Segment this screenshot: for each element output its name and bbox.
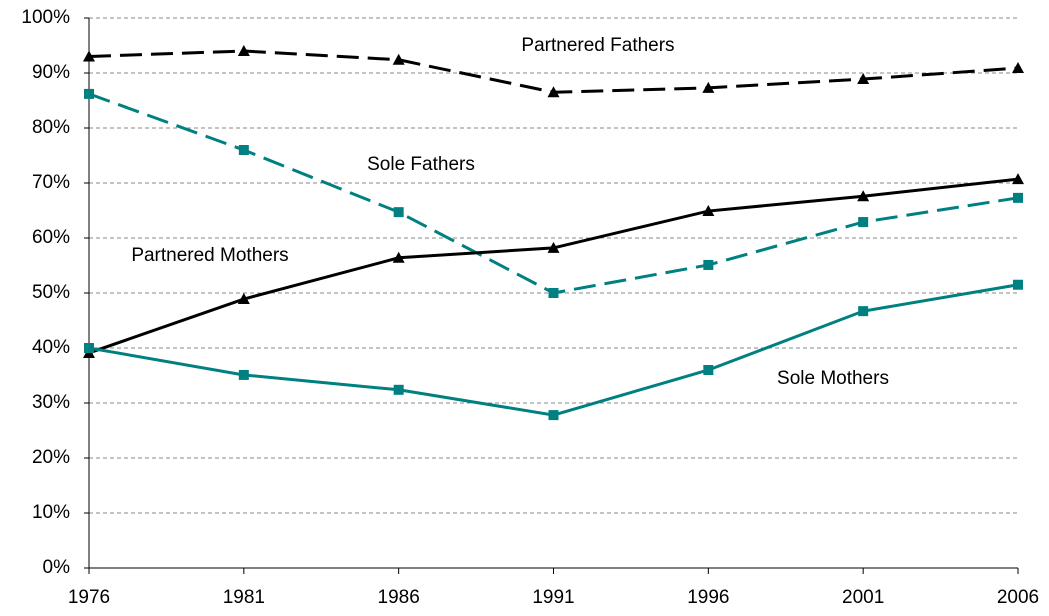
marker (547, 86, 560, 98)
y-tick-label: 100% (21, 7, 70, 28)
x-tick-label: 2001 (842, 587, 884, 608)
marker (392, 53, 405, 65)
y-tick-label: 0% (43, 557, 71, 578)
marker (237, 293, 250, 305)
marker (393, 384, 404, 395)
series-line (88, 49, 1019, 94)
marker (84, 88, 94, 99)
marker (238, 145, 249, 155)
x-tick-label: 1991 (532, 587, 574, 608)
series-label: Partnered Mothers (131, 245, 288, 266)
series-label: Sole Mothers (777, 368, 889, 389)
marker (857, 73, 870, 85)
x-tick-label: 1981 (223, 587, 265, 608)
x-tick-label: 1986 (378, 587, 420, 608)
x-tick-label: 1996 (687, 587, 729, 608)
marker (547, 241, 560, 253)
marker (703, 365, 714, 375)
marker (548, 410, 559, 421)
marker (238, 369, 249, 380)
marker (83, 50, 95, 62)
marker (858, 217, 869, 228)
y-tick-label: 50% (32, 282, 70, 303)
x-tick-label: 1976 (68, 587, 110, 608)
marker (1012, 173, 1024, 185)
marker (1013, 279, 1023, 290)
y-tick-label: 10% (32, 502, 70, 523)
marker (237, 45, 250, 56)
marker (1012, 62, 1024, 74)
marker (703, 259, 714, 270)
marker (548, 288, 559, 298)
y-tick-label: 70% (32, 172, 70, 193)
marker (702, 205, 715, 217)
y-tick-label: 40% (32, 337, 70, 358)
marker (1013, 192, 1023, 203)
y-tick-label: 20% (32, 447, 70, 468)
series-line (88, 177, 1019, 355)
series-label: Partnered Fathers (521, 35, 674, 56)
y-tick-label: 60% (32, 227, 70, 248)
y-tick-label: 30% (32, 392, 70, 413)
series-label: Sole Fathers (367, 154, 475, 175)
marker (392, 251, 405, 263)
x-tick-label: 2006 (997, 587, 1039, 608)
marker (858, 306, 869, 317)
y-tick-label: 90% (32, 62, 70, 83)
marker (393, 207, 404, 218)
marker (702, 81, 715, 93)
marker (857, 190, 870, 202)
y-tick-label: 80% (32, 117, 70, 138)
marker (84, 343, 94, 353)
